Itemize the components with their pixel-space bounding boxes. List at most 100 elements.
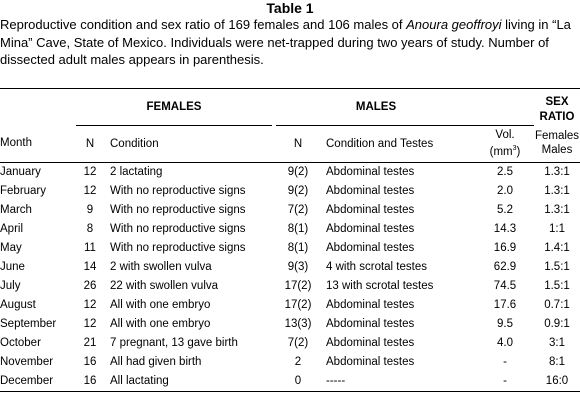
- female-n-cell: 26: [83, 280, 97, 292]
- female-condition-cell: All with one embryo: [110, 318, 211, 330]
- volume-cell: 2.0: [497, 185, 513, 197]
- female-n-header: N: [76, 125, 104, 163]
- female-condition-cell: 2 with swollen vulva: [110, 261, 212, 273]
- group-spacer: [0, 89, 76, 125]
- male-condition-cell: Abdominal testes: [326, 337, 415, 349]
- month-cell: February: [0, 185, 47, 197]
- male-condition-cell: -----: [320, 371, 476, 392]
- male-condition-cell: Abdominal testes: [326, 204, 415, 216]
- sex-ratio-cell: 1:1: [549, 223, 565, 235]
- volume-cell: 17.6: [493, 299, 517, 311]
- month-cell: October: [0, 337, 41, 349]
- female-condition-cell: All had given birth: [110, 356, 202, 368]
- female-n-cell: 12: [83, 299, 97, 311]
- female-n-cell: 12: [83, 185, 97, 197]
- row-gap: [272, 371, 276, 392]
- group-header-row: FEMALES MALES SEX RATIO: [0, 89, 580, 126]
- table-row: March 9 With no reproductive signs 7(2) Abdo…: [0, 201, 580, 220]
- caption-text-start: Reproductive condition and sex ratio of …: [0, 17, 407, 32]
- month-cell: August: [0, 299, 36, 311]
- volume-cell: -: [476, 371, 534, 392]
- month-cell: January: [0, 166, 41, 178]
- month-cell: April: [0, 223, 24, 235]
- male-n-cell: 13(3): [284, 318, 312, 330]
- volume-cell: 14.3: [493, 223, 517, 235]
- month-cell: June: [0, 261, 25, 273]
- male-n-cell: 0: [276, 371, 320, 392]
- female-n-cell: 14: [83, 261, 97, 273]
- month-cell: December: [0, 371, 76, 392]
- male-n-cell: 17(2): [284, 280, 312, 292]
- sex-ratio-cell: 1.3:1: [544, 204, 570, 216]
- month-cell: July: [0, 280, 21, 292]
- volume-cell: 74.5: [493, 280, 517, 292]
- female-n-cell: 16: [76, 371, 104, 392]
- table-body: January 12 2 lactating 9(2) Abdominal testes…: [0, 162, 580, 392]
- sex-ratio-cell: 1.3:1: [544, 185, 570, 197]
- volume-label: Vol.: [495, 129, 515, 142]
- female-condition-cell: With no reproductive signs: [110, 185, 246, 197]
- month-cell: March: [0, 204, 32, 216]
- male-n-cell: 17(2): [284, 299, 312, 311]
- female-n-cell: 12: [83, 166, 97, 178]
- female-n-cell: 12: [83, 318, 97, 330]
- sex-ratio-cell: 0.9:1: [544, 318, 570, 330]
- males-group-label: MALES: [355, 100, 397, 113]
- volume-cell: -: [503, 356, 507, 368]
- volume-cell: 2.5: [497, 166, 513, 178]
- male-n-cell: 9(2): [287, 166, 309, 178]
- sex-ratio-cell: 3:1: [549, 337, 565, 349]
- male-n-cell: 2: [294, 356, 302, 368]
- sex-ratio-cell: 1.3:1: [544, 166, 570, 178]
- male-n-cell: 7(2): [287, 337, 309, 349]
- volume-header: Vol. (mm3): [476, 125, 534, 163]
- male-condition-cell: Abdominal testes: [326, 299, 415, 311]
- male-condition-cell: Abdominal testes: [326, 185, 415, 197]
- male-condition-cell: 13 with scrotal testes: [326, 280, 434, 292]
- male-n-cell: 9(3): [287, 261, 309, 273]
- females-group-header: FEMALES: [76, 89, 272, 126]
- sex-ratio-line2: RATIO: [539, 111, 575, 123]
- sex-ratio-females: Females: [534, 130, 580, 143]
- table-row: August 12 All with one embryo 17(2) Abdomina…: [0, 296, 580, 315]
- table-caption: Reproductive condition and sex ratio of …: [0, 16, 578, 69]
- sex-ratio-group-header: SEX RATIO: [534, 89, 580, 125]
- sex-ratio-cell: 0.7:1: [544, 299, 570, 311]
- female-condition-cell: All with one embryo: [110, 299, 211, 311]
- volume-unit-sup: 3: [512, 145, 517, 153]
- table-row: January 12 2 lactating 9(2) Abdominal testes…: [0, 162, 580, 182]
- female-n-cell: 21: [83, 337, 97, 349]
- table-row: December 16 All lactating 0 ----- -16:0: [0, 371, 580, 392]
- volume-unit: (mm: [489, 145, 513, 158]
- sex-ratio-cell: 8:1: [549, 356, 565, 368]
- volume-cell: 9.5: [497, 318, 513, 330]
- header-gap: [272, 125, 276, 163]
- sex-ratio-cell: 1.4:1: [544, 242, 570, 254]
- table-row: September 12 All with one embryo 13(3) Abdom…: [0, 315, 580, 334]
- female-condition-cell: 7 pregnant, 13 gave birth: [110, 337, 238, 349]
- table-row: July 26 22 with swollen vulva 17(2) 13 with …: [0, 277, 580, 296]
- male-n-cell: 7(2): [287, 204, 309, 216]
- female-condition-cell: 22 with swollen vulva: [110, 280, 219, 292]
- male-condition-cell: Abdominal testes: [326, 223, 415, 235]
- volume-cell: 16.9: [493, 242, 517, 254]
- sex-ratio-cell: 16:0: [534, 371, 580, 392]
- female-condition-cell: All lactating: [104, 371, 272, 392]
- male-condition-cell: 4 with scrotal testes: [326, 261, 427, 273]
- female-condition-cell: With no reproductive signs: [110, 223, 246, 235]
- table-row: October 21 7 pregnant, 13 gave birth 7(2) Ab…: [0, 334, 580, 353]
- table-row: May 11 With no reproductive signs 8(1) Abdom…: [0, 239, 580, 258]
- male-n-cell: 9(2): [287, 185, 309, 197]
- month-cell: September: [0, 318, 57, 330]
- female-n-cell: 9: [86, 204, 94, 216]
- sex-ratio-header: Females Males: [534, 125, 580, 163]
- male-condition-cell: Abdominal testes: [326, 242, 415, 254]
- volume-unit-close: ): [516, 145, 521, 158]
- female-n-cell: 11: [84, 242, 96, 254]
- sex-ratio-line1: SEX: [545, 96, 569, 108]
- males-group-header: MALES: [276, 89, 476, 126]
- month-cell: November: [0, 356, 54, 368]
- male-condition-header: Condition and Testes: [320, 125, 476, 163]
- column-header-row: Month N Condition N Condition and Testes…: [0, 125, 580, 163]
